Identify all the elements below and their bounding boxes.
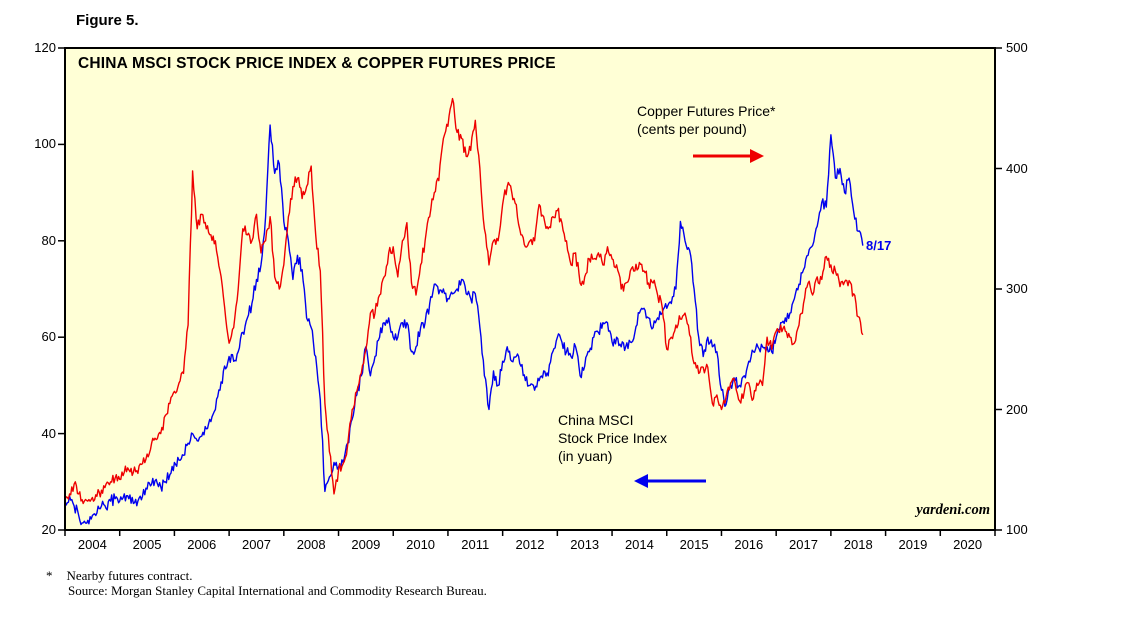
figure-label: Figure 5. <box>76 12 139 29</box>
right-axis-tick-label: 100 <box>1006 522 1028 537</box>
last-point-date-label: 8/17 <box>866 238 892 253</box>
left-axis-tick-label: 120 <box>34 40 56 55</box>
x-axis-year-label: 2012 <box>515 537 545 552</box>
copper-series-annotation: Copper Futures Price* (cents per pound) <box>637 102 776 138</box>
left-axis-tick-label: 20 <box>41 522 56 537</box>
x-axis-year-label: 2018 <box>843 537 873 552</box>
msci-arrow-head-icon <box>634 474 648 488</box>
copper-annotation-line2: (cents per pound) <box>637 121 747 137</box>
right-axis-tick-label: 500 <box>1006 40 1028 55</box>
footnote-line-1: * Nearby futures contract. <box>46 568 192 584</box>
footnote-marker: * <box>46 568 53 583</box>
left-axis-tick-label: 100 <box>34 136 56 152</box>
x-axis-year-label: 2009 <box>351 537 381 552</box>
msci-series-annotation: China MSCI Stock Price Index (in yuan) <box>558 411 667 465</box>
chart-title: CHINA MSCI STOCK PRICE INDEX & COPPER FU… <box>78 55 556 72</box>
msci-annotation-line2: Stock Price Index <box>558 430 667 446</box>
x-axis-year-label: 2017 <box>789 537 818 552</box>
x-axis-year-label: 2005 <box>132 537 162 552</box>
watermark: yardeni.com <box>916 502 990 518</box>
x-axis-year-label: 2013 <box>570 537 600 552</box>
left-axis-tick-label: 40 <box>41 425 56 441</box>
x-axis-year-label: 2015 <box>679 537 709 552</box>
x-axis-year-label: 2020 <box>953 537 983 552</box>
series-line-right <box>65 97 864 505</box>
x-axis-year-label: 2019 <box>898 537 928 552</box>
x-axis-year-label: 2010 <box>406 537 436 552</box>
copper-arrow-head-icon <box>750 149 764 163</box>
footnote-text-1: Nearby futures contract. <box>66 568 193 583</box>
footnote-source-line: Source: Morgan Stanley Capital Internati… <box>68 583 487 598</box>
left-axis-tick-label: 80 <box>41 232 56 248</box>
x-axis-year-label: 2004 <box>77 537 107 552</box>
x-axis-year-label: 2016 <box>734 537 764 552</box>
x-axis-year-label: 2008 <box>296 537 326 552</box>
left-axis-tick-label: 60 <box>41 329 56 345</box>
x-axis-year-label: 2014 <box>624 537 654 552</box>
msci-annotation-line3: (in yuan) <box>558 448 613 464</box>
right-axis-tick-label: 300 <box>1006 281 1028 296</box>
msci-annotation-line1: China MSCI <box>558 412 634 428</box>
x-axis-year-label: 2007 <box>242 537 271 552</box>
right-axis-tick-label: 400 <box>1006 160 1028 176</box>
plot-area <box>65 48 995 530</box>
copper-annotation-line1: Copper Futures Price* <box>637 103 776 119</box>
x-axis-year-label: 2006 <box>187 537 217 552</box>
x-axis-year-label: 2011 <box>461 537 490 552</box>
right-axis-tick-label: 200 <box>1006 401 1028 417</box>
